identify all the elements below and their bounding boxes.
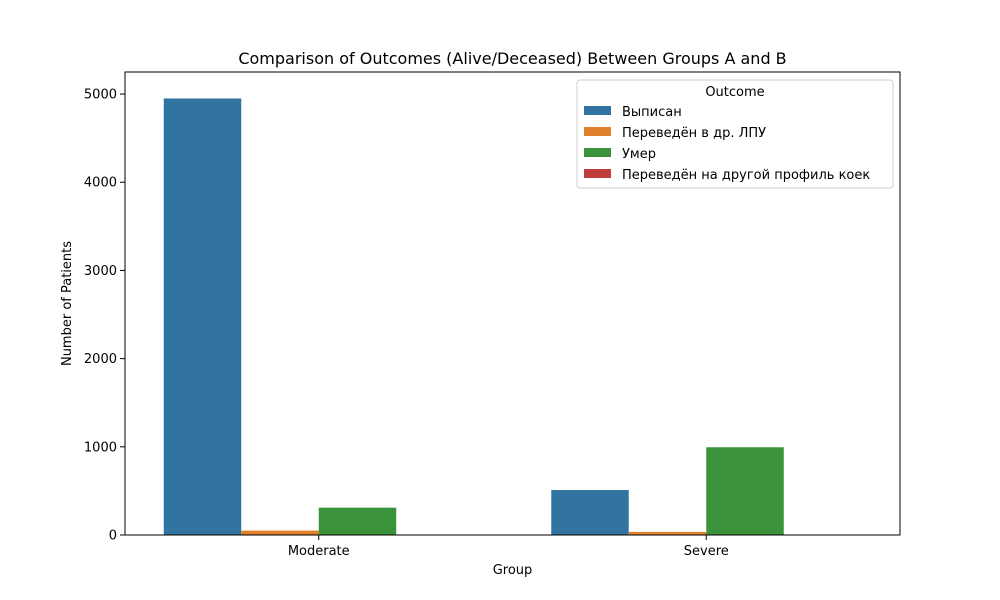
bar-moderate-series-2: [241, 530, 319, 535]
y-tick-label: 0: [109, 529, 117, 544]
y-tick-label: 3000: [84, 264, 117, 279]
y-axis-title: Number of Patients: [60, 241, 75, 366]
bars-layer: [163, 98, 784, 535]
legend-label: Умер: [622, 147, 656, 162]
x-axis: Moderate Severe: [288, 535, 729, 559]
bar-severe-series-2: [628, 531, 707, 535]
legend-label: Переведён на другой профиль коек: [622, 168, 870, 183]
y-tick-label: 4000: [84, 176, 117, 191]
x-tick-label: Severe: [684, 544, 729, 559]
y-tick-label: 1000: [84, 440, 117, 455]
bar-severe-series-1: [551, 490, 629, 535]
chart-title: Comparison of Outcomes (Alive/Deceased) …: [238, 49, 786, 68]
y-axis: 0 1000 2000 3000 4000 5000: [84, 88, 125, 544]
bar-moderate-series-1: [163, 98, 242, 535]
x-tick-label: Moderate: [288, 544, 350, 559]
legend-title: Outcome: [705, 85, 764, 100]
y-tick-label: 5000: [84, 88, 117, 103]
x-axis-title: Group: [493, 563, 533, 578]
legend-swatch: [584, 148, 611, 157]
legend-swatch: [584, 106, 611, 115]
y-tick-label: 2000: [84, 352, 117, 367]
legend-swatch: [584, 169, 611, 178]
bar-moderate-series-3: [318, 507, 397, 535]
legend: Outcome Выписан Переведён в др. ЛПУ Умер Пе…: [576, 79, 894, 189]
legend-box: [576, 79, 894, 189]
plot-frame: [124, 71, 901, 536]
bar-severe-series-3: [706, 447, 784, 535]
legend-label: Выписан: [622, 105, 682, 120]
legend-items: Выписан Переведён в др. ЛПУ Умер Переведён …: [584, 105, 870, 183]
legend-label: Переведён в др. ЛПУ: [622, 126, 766, 141]
legend-swatch: [584, 127, 611, 136]
